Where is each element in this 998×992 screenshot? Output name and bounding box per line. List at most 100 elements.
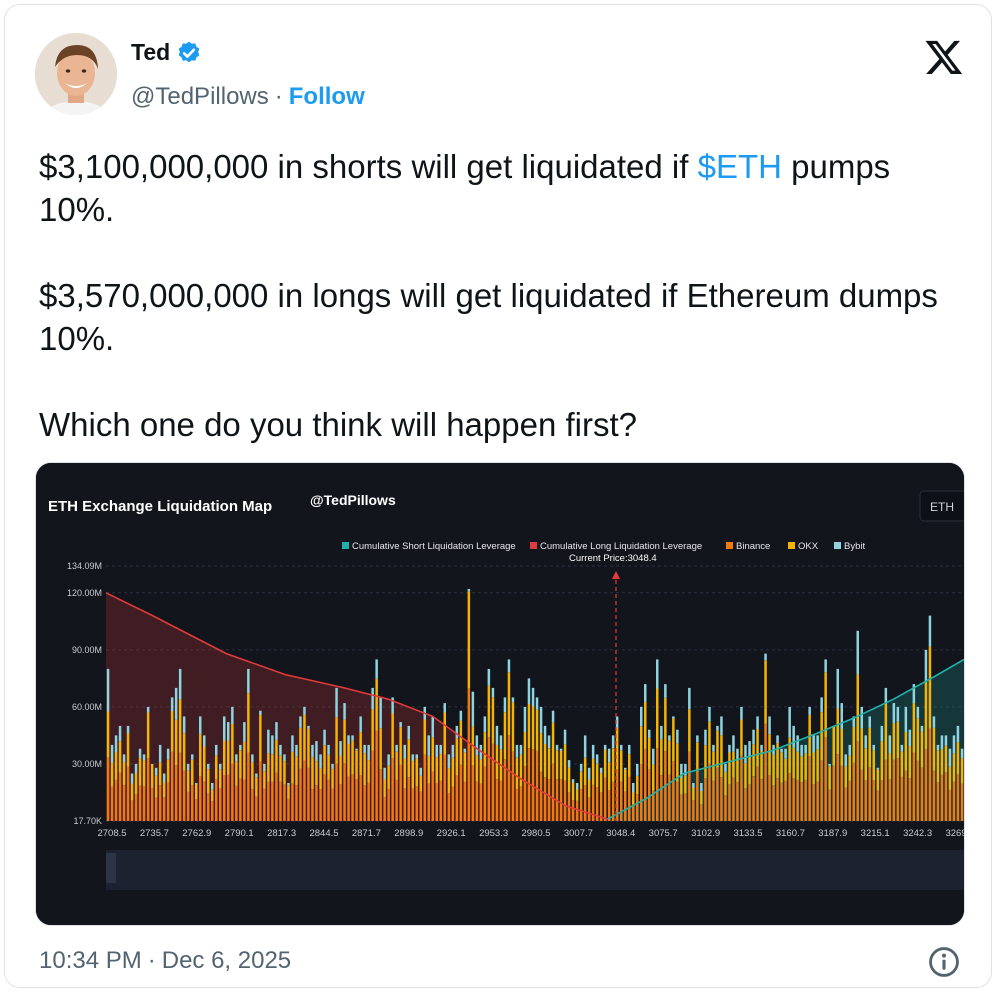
tweet-time[interactable]: 10:34 PM [39, 947, 142, 974]
bar-segment [331, 763, 334, 769]
bar-segment [239, 750, 242, 779]
bar-segment [487, 737, 491, 821]
bar-segment [427, 756, 430, 784]
tweet-image[interactable]: ETH Exchange Liquidation Map @TedPillows… [35, 462, 965, 926]
bar-segment [591, 744, 595, 759]
user-handle[interactable]: @TedPillows [131, 83, 269, 110]
bar-segment [664, 684, 667, 698]
bar-segment [656, 748, 659, 821]
eth-cashtag-link[interactable]: $ETH [697, 148, 782, 185]
bar-segment [251, 789, 254, 821]
bar-segment [178, 668, 182, 700]
bar-segment [808, 756, 811, 821]
bar-segment [800, 744, 803, 757]
bar-segment [275, 739, 278, 773]
tweet-card: Ted @TedPillows · Follow $3,100,000,000 … [4, 4, 992, 988]
bar-segment [652, 790, 655, 821]
bar-segment [716, 767, 719, 821]
liquidation-bar [387, 754, 390, 821]
chart-scroll-handle[interactable] [106, 853, 116, 883]
liquidation-bar [824, 659, 827, 821]
bar-segment [644, 748, 647, 821]
liquidation-bar [748, 741, 751, 821]
bar-segment [848, 780, 851, 821]
liquidation-bar [503, 697, 507, 821]
liquidation-bar [760, 744, 763, 821]
bar-segment [796, 735, 799, 752]
bar-segment [940, 774, 944, 821]
liquidation-bar [515, 744, 519, 821]
liquidation-bar [716, 725, 719, 821]
bar-segment [828, 763, 831, 767]
bar-segment [166, 748, 170, 760]
liquidation-bar [551, 710, 555, 821]
bar-segment [892, 759, 896, 821]
user-name[interactable]: Ted [131, 39, 171, 65]
liquidation-bar [154, 767, 158, 821]
bar-segment [395, 779, 398, 821]
follow-button[interactable]: Follow [288, 83, 365, 110]
bar-segment [788, 773, 791, 821]
bar-segment [888, 753, 892, 780]
avatar[interactable] [35, 33, 117, 115]
x-tick-label: 2898.9 [394, 828, 423, 839]
bar-segment [174, 719, 178, 766]
bar-segment [571, 800, 575, 821]
chart-scrollbar[interactable] [106, 850, 964, 890]
bar-segment [383, 767, 386, 779]
tweet-paragraph-3: Which one do you think will happen first… [39, 406, 637, 443]
bar-segment [628, 754, 631, 777]
bar-segment [118, 741, 122, 773]
bar-segment [219, 763, 222, 770]
bar-segment [555, 744, 559, 751]
liquidation-bar [195, 783, 198, 821]
bar-segment [106, 757, 110, 821]
x-tick-label: 2790.1 [225, 828, 254, 839]
liquidation-bar [335, 687, 338, 821]
liquidation-bar [507, 659, 511, 821]
bar-segment [383, 778, 386, 797]
liquidation-bar [114, 735, 118, 821]
bar-segment [231, 706, 234, 724]
y-tick-label: 17.70K [73, 816, 102, 826]
bar-segment [928, 728, 932, 821]
bar-segment [932, 716, 936, 728]
bar-segment [275, 722, 278, 740]
bar-segment [311, 757, 314, 789]
liquidation-bar [808, 706, 811, 821]
liquidation-bar [816, 735, 819, 821]
bar-segment [110, 786, 114, 821]
liquidation-bar [523, 706, 527, 821]
bar-segment [158, 785, 162, 821]
liquidation-bar [351, 735, 354, 821]
bar-segment [607, 748, 611, 763]
bar-segment [411, 761, 414, 789]
bar-segment [347, 776, 350, 821]
tweet-date[interactable]: Dec 6, 2025 [161, 947, 292, 974]
bar-segment [463, 748, 467, 753]
liquidation-bar [411, 754, 414, 821]
bar-segment [499, 780, 503, 821]
liquidation-bar [319, 754, 322, 821]
bar-segment [620, 744, 623, 751]
bar-segment [271, 781, 274, 821]
bar-segment [960, 758, 964, 784]
liquidation-bar [467, 589, 471, 821]
liquidation-bar [848, 744, 851, 821]
liquidation-bar [439, 744, 442, 821]
bar-segment [411, 788, 414, 821]
x-tick-label: 2953.3 [479, 828, 508, 839]
bar-segment [391, 697, 394, 714]
bar-segment [118, 725, 122, 742]
liquidation-bar [311, 744, 314, 821]
bar-segment [491, 743, 495, 821]
x-logo-icon[interactable] [923, 37, 965, 77]
liquidation-bar [531, 687, 535, 821]
bar-segment [551, 722, 555, 764]
liquidation-bar [367, 744, 370, 821]
bar-segment [563, 780, 567, 821]
symbol-selector-button[interactable] [919, 490, 964, 522]
bar-segment [724, 771, 727, 796]
info-icon[interactable] [927, 945, 961, 979]
bar-segment [303, 706, 306, 715]
